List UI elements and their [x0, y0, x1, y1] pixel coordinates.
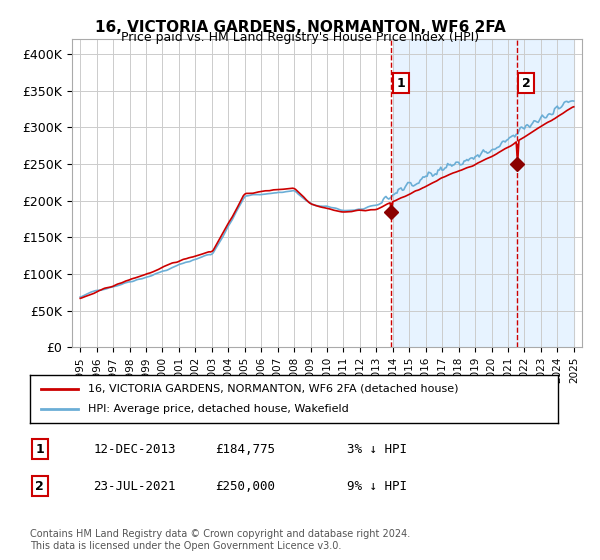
Text: 2: 2 [35, 479, 44, 493]
Text: £184,775: £184,775 [215, 442, 275, 456]
Text: 16, VICTORIA GARDENS, NORMANTON, WF6 2FA (detached house): 16, VICTORIA GARDENS, NORMANTON, WF6 2FA… [88, 384, 458, 394]
Text: 23-JUL-2021: 23-JUL-2021 [94, 479, 176, 493]
Text: 16, VICTORIA GARDENS, NORMANTON, WF6 2FA: 16, VICTORIA GARDENS, NORMANTON, WF6 2FA [95, 20, 505, 35]
Text: 12-DEC-2013: 12-DEC-2013 [94, 442, 176, 456]
Text: 9% ↓ HPI: 9% ↓ HPI [347, 479, 407, 493]
Text: Contains HM Land Registry data © Crown copyright and database right 2024.
This d: Contains HM Land Registry data © Crown c… [30, 529, 410, 551]
Text: 3% ↓ HPI: 3% ↓ HPI [347, 442, 407, 456]
Text: HPI: Average price, detached house, Wakefield: HPI: Average price, detached house, Wake… [88, 404, 349, 414]
Text: 1: 1 [35, 442, 44, 456]
Text: Price paid vs. HM Land Registry's House Price Index (HPI): Price paid vs. HM Land Registry's House … [121, 31, 479, 44]
Text: 1: 1 [397, 77, 405, 90]
Text: £250,000: £250,000 [215, 479, 275, 493]
Text: 2: 2 [522, 77, 531, 90]
